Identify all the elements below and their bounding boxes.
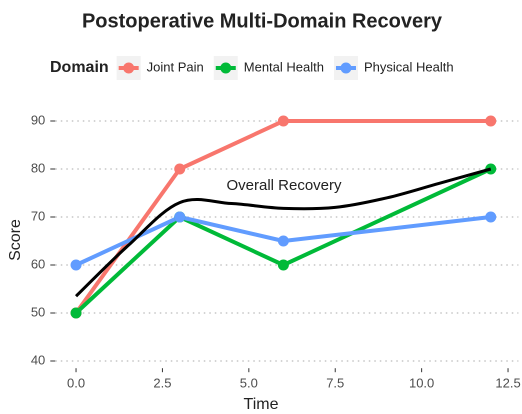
legend-label: Joint Pain xyxy=(147,59,204,74)
trend-annotation: Overall Recovery xyxy=(226,177,342,194)
trend-line xyxy=(74,167,492,298)
x-tick-label: 0.0 xyxy=(67,376,85,391)
data-point xyxy=(70,259,82,271)
x-tick-label: 2.5 xyxy=(153,376,171,391)
x-tick-label: 5.0 xyxy=(240,376,258,391)
legend-key-dot xyxy=(340,62,352,74)
data-point xyxy=(174,163,186,175)
legend-label: Mental Health xyxy=(244,59,324,74)
y-tick-label: 50 xyxy=(31,304,45,319)
data-point xyxy=(485,211,497,223)
data-point xyxy=(277,235,289,247)
y-axis-label: Score xyxy=(7,219,24,261)
legend-title: Domain xyxy=(50,59,109,76)
legend-key-dot xyxy=(123,62,135,74)
data-point xyxy=(277,259,289,271)
legend-key-dot xyxy=(220,62,232,74)
data-point xyxy=(70,307,82,319)
series-line xyxy=(74,167,492,315)
chart-title: Postoperative Multi-Domain Recovery xyxy=(82,10,443,32)
x-tick-label: 7.5 xyxy=(326,376,344,391)
y-tick-label: 40 xyxy=(31,352,45,367)
y-tick-label: 80 xyxy=(31,160,45,175)
data-point xyxy=(277,115,289,127)
y-tick-label: 70 xyxy=(31,208,45,223)
legend-label: Physical Health xyxy=(364,59,454,74)
x-axis-label: Time xyxy=(244,396,279,413)
series-line xyxy=(75,215,491,267)
y-tick-label: 60 xyxy=(31,256,45,271)
data-point xyxy=(174,211,186,223)
data-point xyxy=(485,115,497,127)
x-tick-label: 10.0 xyxy=(409,376,434,391)
y-tick-label: 90 xyxy=(31,112,45,127)
x-tick-label: 12.5 xyxy=(495,376,520,391)
